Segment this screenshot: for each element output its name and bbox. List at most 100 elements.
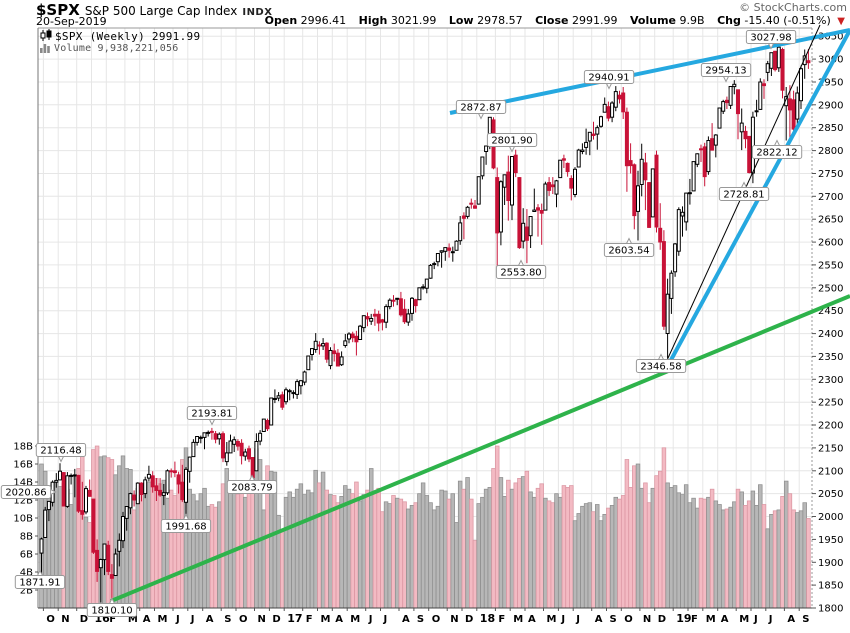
candle (613, 91, 618, 108)
volume-bar (457, 480, 463, 609)
month-label: A (206, 614, 214, 625)
volume-bar (361, 494, 367, 609)
candle (591, 133, 596, 137)
price-axis-label: 1800 (818, 604, 843, 615)
volume-bar (720, 509, 726, 609)
annotations: 2116.48 2020.86 1871.91 1810.10 1991.68 2193.… (0, 30, 803, 617)
price-axis-label: 2750 (818, 169, 843, 180)
candle (802, 55, 807, 66)
volume-bar (543, 497, 548, 609)
candle (121, 516, 125, 542)
volume-bar (709, 488, 715, 609)
candle (124, 506, 129, 519)
candle (365, 316, 370, 320)
candle (254, 441, 259, 472)
candle (335, 352, 340, 367)
volume-bar (576, 513, 581, 609)
volume-bar (665, 482, 670, 609)
price-axis-label: 2850 (818, 123, 843, 134)
price-annotation: 2553.80 (495, 259, 547, 279)
svg-text:2728.81: 2728.81 (723, 190, 764, 201)
month-axis: O N D 16 F M A M J J A S O N D 17 F M A M J J A S O N D 18 F M A M J J A S O… (42, 608, 809, 625)
volume-bar (439, 489, 444, 609)
volume-bar (320, 471, 326, 609)
candle (54, 479, 59, 483)
svg-text:2193.81: 2193.81 (191, 409, 232, 420)
candle (610, 102, 615, 118)
candle (80, 510, 85, 515)
candle (587, 131, 592, 142)
candle (706, 140, 711, 173)
price-annotation: 1810.10 (86, 597, 138, 617)
volume-bar (806, 518, 811, 609)
volume-bar (728, 506, 733, 609)
volume-bar (302, 494, 307, 609)
volume-axis-label: 12B (13, 496, 33, 507)
volume-bar (298, 483, 304, 609)
candle (276, 395, 281, 399)
long-term-support (110, 294, 850, 603)
month-label: A (721, 614, 729, 625)
candle (198, 436, 203, 439)
month-label: A (402, 614, 410, 625)
candle (265, 420, 270, 430)
candle (702, 146, 707, 178)
volume-bar (609, 505, 615, 609)
volume-bar (672, 485, 678, 609)
month-label: J (575, 614, 580, 625)
candle (95, 549, 100, 572)
candle (565, 162, 570, 173)
volume-label: Volume (630, 14, 677, 27)
volume-bar (80, 453, 85, 609)
month-label: 18 (480, 612, 495, 625)
volume-bar (546, 500, 552, 609)
month-label: N (258, 614, 266, 625)
volume-legend: Volume 9,938,221,056 (40, 43, 178, 56)
volume-bar (324, 489, 330, 609)
candle (398, 298, 403, 316)
candle (776, 46, 781, 69)
price-axis-label: 2400 (818, 329, 843, 340)
candle (606, 106, 611, 119)
candle (632, 164, 637, 217)
candle (561, 158, 566, 161)
price-annotation: 2603.54 (603, 237, 655, 257)
price-axis-label: 2800 (818, 146, 843, 157)
svg-text:2822.12: 2822.12 (756, 148, 797, 159)
candle (473, 205, 477, 209)
candle (87, 489, 92, 497)
candle (143, 479, 148, 495)
candle (213, 433, 218, 440)
volume-bar (595, 504, 600, 609)
volume-bar (472, 540, 478, 609)
candle (410, 297, 414, 314)
candle (228, 440, 233, 454)
volume-bar (372, 490, 378, 609)
candle (762, 83, 766, 87)
volume-bar (746, 500, 752, 609)
candle (658, 227, 663, 243)
volume-bar (483, 488, 489, 609)
volume-axis-label: 4B (20, 568, 33, 579)
candle (628, 160, 633, 167)
volume-bar (620, 495, 626, 609)
candle (484, 145, 489, 152)
month-label: A (528, 614, 536, 625)
candle (109, 574, 114, 579)
month-label: A (143, 614, 151, 625)
candle (699, 148, 703, 151)
candle (406, 313, 411, 323)
volume-bar (168, 489, 174, 609)
candle (291, 392, 296, 395)
volume-bar (346, 488, 352, 609)
candle (165, 470, 170, 494)
candle (280, 394, 285, 408)
volume-bar (417, 493, 422, 609)
month-label: F (691, 614, 698, 625)
candle (747, 135, 752, 173)
price-axis-label: 1950 (818, 535, 843, 546)
volume-bar (294, 488, 300, 609)
candle (72, 474, 77, 477)
candle (724, 99, 729, 104)
volume-bar (717, 504, 722, 609)
